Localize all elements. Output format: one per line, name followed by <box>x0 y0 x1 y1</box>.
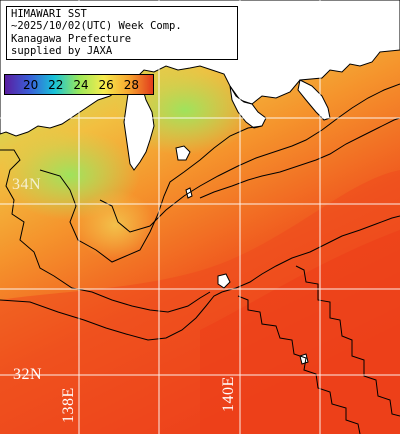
data-supplier: supplied by JAXA <box>11 45 113 58</box>
warm-offshore-band-east <box>200 230 400 434</box>
izu-warm-patch <box>75 190 155 260</box>
isotherm-kuroshio-front <box>0 215 400 341</box>
isotherm-east-step <box>237 295 361 434</box>
isotherm-mid <box>99 83 400 233</box>
scale-tick-labels: 20 22 24 26 28 <box>5 75 153 94</box>
longitude-label-left: 138E <box>60 387 77 423</box>
isotherm-upper-east <box>199 117 400 199</box>
scale-tick-22: 22 <box>48 77 64 92</box>
scale-tick-28: 28 <box>123 77 139 92</box>
isotherm-contours <box>0 83 400 434</box>
scale-tick-24: 24 <box>73 77 89 92</box>
composite-date: ~2025/10/02(UTC) Week Comp. <box>11 20 182 33</box>
provider-prefecture: Kanagawa Prefecture <box>11 32 132 45</box>
isotherm-coastal <box>0 149 211 313</box>
isotherm-izu-inner <box>39 125 263 263</box>
temperature-color-scale: 20 22 24 26 28 <box>4 74 154 95</box>
map-info-box: HIMAWARI SST ~2025/10/02(UTC) Week Comp.… <box>6 6 238 60</box>
longitude-label-right: 140E <box>220 376 237 412</box>
land-izu-peninsula <box>123 77 155 171</box>
scale-tick-26: 26 <box>98 77 114 92</box>
scale-tick-20: 20 <box>23 77 39 92</box>
product-title: HIMAWARI SST <box>11 8 87 20</box>
latitude-label-lower: 32N <box>13 366 43 383</box>
island-oshima <box>175 145 191 161</box>
island-hachijojima <box>299 353 309 365</box>
land-tokyo-bay-shore <box>297 79 331 121</box>
island-miyakejima <box>217 273 231 289</box>
latitude-label-upper: 34N <box>12 176 42 193</box>
isotherm-east-step-2 <box>295 265 400 417</box>
